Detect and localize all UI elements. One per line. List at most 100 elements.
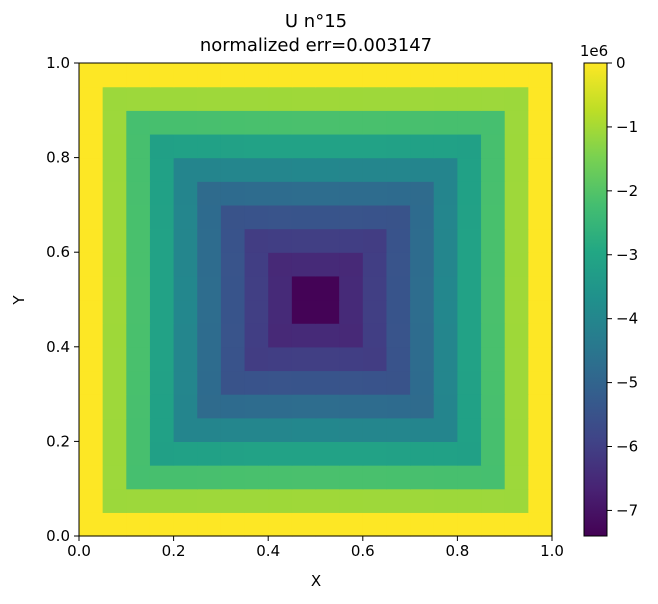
heatmap-cell bbox=[268, 323, 293, 348]
heatmap-cell bbox=[102, 252, 127, 277]
heatmap-cell bbox=[173, 110, 198, 135]
heatmap-cell bbox=[315, 512, 340, 537]
heatmap-cell bbox=[268, 252, 293, 277]
heatmap-cell bbox=[315, 417, 340, 442]
heatmap-cell bbox=[220, 275, 246, 301]
heatmap-cell bbox=[268, 228, 293, 253]
heatmap-cell bbox=[504, 86, 529, 111]
heatmap-cell bbox=[386, 441, 411, 466]
heatmap-cell bbox=[197, 204, 222, 230]
heatmap-cell bbox=[528, 417, 553, 442]
heatmap-cell bbox=[149, 417, 175, 442]
heatmap-cell bbox=[504, 110, 529, 135]
colorbar bbox=[584, 63, 607, 536]
heatmap-cell bbox=[504, 512, 529, 537]
heatmap-cell bbox=[220, 394, 246, 419]
heatmap-cell bbox=[197, 488, 222, 513]
heatmap-cell bbox=[79, 299, 104, 324]
heatmap-cell bbox=[220, 252, 246, 277]
heatmap-cell bbox=[339, 465, 364, 490]
heatmap-cell bbox=[362, 133, 388, 159]
heatmap-cell bbox=[504, 63, 529, 88]
y-tick-label: 0.6 bbox=[46, 243, 70, 261]
heatmap-cell bbox=[197, 228, 222, 253]
heatmap-cell bbox=[457, 204, 482, 230]
heatmap-cell bbox=[244, 110, 269, 135]
heatmap-cell bbox=[386, 512, 411, 537]
heatmap-cell bbox=[268, 110, 293, 135]
heatmap-cell bbox=[504, 157, 529, 182]
heatmap-cell bbox=[433, 441, 458, 466]
heatmap-cell bbox=[291, 275, 317, 301]
heatmap-cell bbox=[197, 181, 222, 206]
heatmap-cell bbox=[339, 157, 364, 182]
heatmap-cell bbox=[244, 465, 269, 490]
heatmap-cell bbox=[386, 370, 411, 395]
heatmap-cell bbox=[386, 228, 411, 253]
heatmap-cell bbox=[149, 346, 175, 372]
heatmap-cell bbox=[481, 488, 506, 513]
heatmap-cell bbox=[197, 394, 222, 419]
heatmap-cell bbox=[504, 346, 529, 372]
heatmap-cell bbox=[149, 394, 175, 419]
heatmap-cell bbox=[291, 86, 317, 111]
heatmap-cell bbox=[173, 157, 198, 182]
heatmap-cell bbox=[102, 465, 127, 490]
heatmap-cell bbox=[79, 133, 104, 159]
y-tick-label: 0.2 bbox=[46, 432, 70, 450]
heatmap-cell bbox=[126, 394, 151, 419]
heatmap-cell bbox=[102, 275, 127, 301]
heatmap-cell bbox=[481, 252, 506, 277]
heatmap-cell bbox=[244, 441, 269, 466]
heatmap-cell bbox=[315, 133, 340, 159]
heatmap-cell bbox=[410, 204, 435, 230]
heatmap-cell bbox=[244, 181, 269, 206]
heatmap-cell bbox=[126, 370, 151, 395]
heatmap-cell bbox=[528, 323, 553, 348]
heatmap-cell bbox=[173, 323, 198, 348]
heatmap-cell bbox=[457, 512, 482, 537]
heatmap-cell bbox=[102, 181, 127, 206]
chart-title-line2: normalized err=0.003147 bbox=[200, 35, 432, 56]
heatmap-cell bbox=[386, 133, 411, 159]
heatmap-cell bbox=[197, 417, 222, 442]
heatmap-cell bbox=[173, 370, 198, 395]
heatmap-cell bbox=[291, 181, 317, 206]
heatmap-cell bbox=[173, 394, 198, 419]
heatmap-cell bbox=[433, 417, 458, 442]
heatmap-cell bbox=[386, 157, 411, 182]
heatmap-cell bbox=[410, 275, 435, 301]
heatmap-cell bbox=[268, 181, 293, 206]
heatmap-cell bbox=[410, 86, 435, 111]
heatmap-cell bbox=[197, 346, 222, 372]
heatmap-cell bbox=[528, 204, 553, 230]
heatmap-cell bbox=[291, 394, 317, 419]
heatmap-cell bbox=[386, 346, 411, 372]
heatmap-cell bbox=[433, 465, 458, 490]
heatmap-cell bbox=[244, 228, 269, 253]
heatmap-cell bbox=[268, 394, 293, 419]
heatmap-cell bbox=[362, 441, 388, 466]
heatmap-cell bbox=[220, 133, 246, 159]
heatmap-cell bbox=[102, 441, 127, 466]
heatmap-cell bbox=[291, 512, 317, 537]
heatmap-cell bbox=[315, 441, 340, 466]
heatmap-cell bbox=[386, 299, 411, 324]
heatmap-cell bbox=[126, 228, 151, 253]
heatmap-cell bbox=[197, 110, 222, 135]
heatmap-cell bbox=[102, 488, 127, 513]
heatmap-cell bbox=[173, 417, 198, 442]
heatmap-cell bbox=[173, 86, 198, 111]
heatmap-cell bbox=[315, 86, 340, 111]
heatmap-cell bbox=[291, 157, 317, 182]
heatmap-cell bbox=[79, 110, 104, 135]
heatmap-cell bbox=[102, 417, 127, 442]
heatmap-cell bbox=[268, 86, 293, 111]
heatmap-cell bbox=[79, 346, 104, 372]
heatmap-cell bbox=[197, 441, 222, 466]
heatmap-cell bbox=[268, 370, 293, 395]
heatmap-cell bbox=[362, 181, 388, 206]
heatmap-cell bbox=[481, 441, 506, 466]
heatmap-cell bbox=[102, 394, 127, 419]
heatmap-cell bbox=[173, 63, 198, 88]
